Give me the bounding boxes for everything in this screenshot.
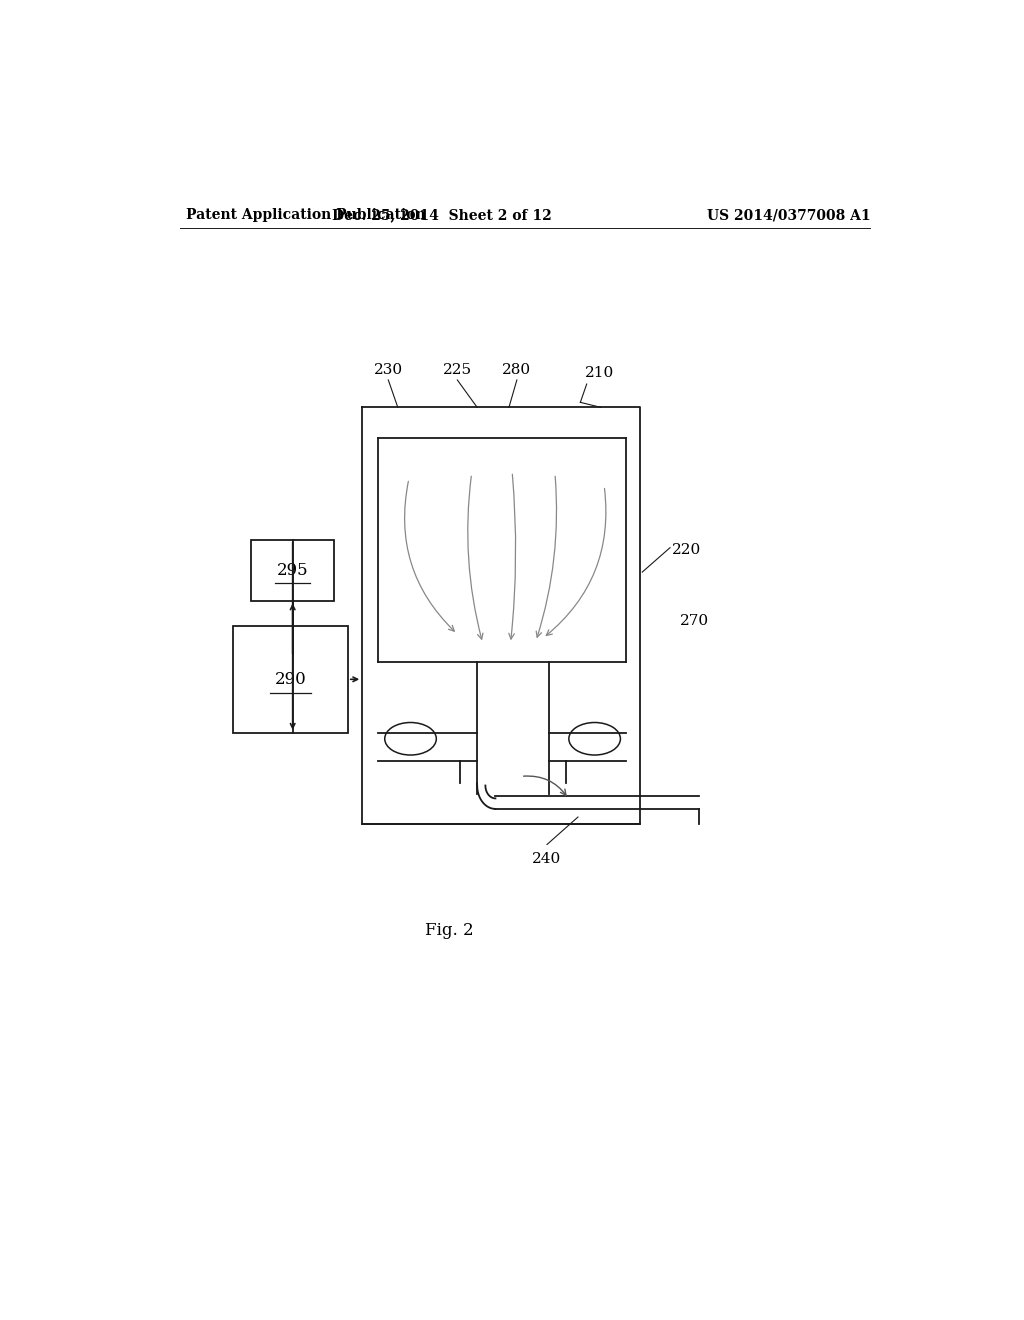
Text: 210: 210 xyxy=(585,366,614,380)
Text: US 2014/0377008 A1: US 2014/0377008 A1 xyxy=(708,209,871,222)
Text: 295: 295 xyxy=(276,561,308,578)
Text: 270: 270 xyxy=(680,614,709,628)
Text: 240: 240 xyxy=(532,851,561,866)
Text: 280: 280 xyxy=(503,363,531,378)
Text: 220: 220 xyxy=(672,543,700,557)
Bar xyxy=(251,540,334,601)
Text: 225: 225 xyxy=(442,363,472,378)
Text: 290: 290 xyxy=(274,671,306,688)
Text: Dec. 25, 2014  Sheet 2 of 12: Dec. 25, 2014 Sheet 2 of 12 xyxy=(332,209,551,222)
Text: 230: 230 xyxy=(374,363,402,378)
Text: Patent Application Publication: Patent Application Publication xyxy=(186,209,426,222)
Bar xyxy=(232,626,348,733)
Text: Fig. 2: Fig. 2 xyxy=(425,923,474,940)
